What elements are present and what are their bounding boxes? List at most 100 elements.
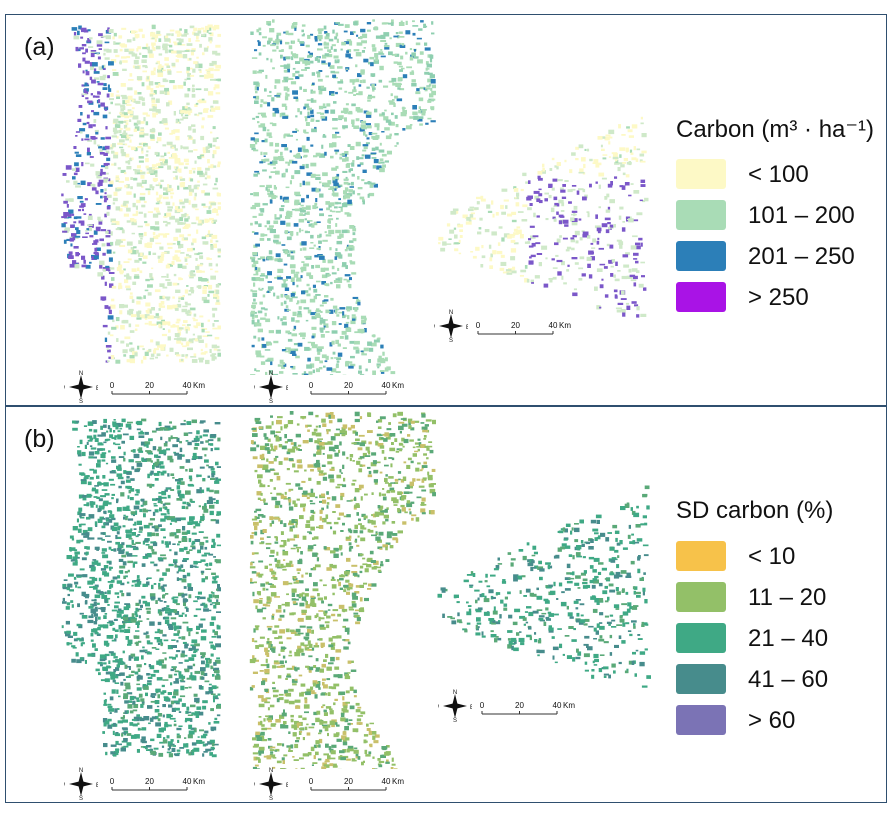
raster-cell <box>144 351 149 356</box>
raster-cell <box>554 242 559 246</box>
raster-cell <box>411 52 416 57</box>
raster-cell <box>138 240 142 245</box>
raster-cell <box>123 304 128 308</box>
raster-cell <box>311 335 315 339</box>
raster-cell <box>108 29 114 33</box>
raster-cell <box>261 287 264 290</box>
raster-cell <box>324 231 327 234</box>
raster-cell <box>544 192 549 195</box>
raster-cell <box>294 27 297 31</box>
raster-cell <box>158 752 164 757</box>
raster-cell <box>313 645 320 648</box>
raster-cell <box>604 294 609 298</box>
raster-cell <box>427 68 430 70</box>
raster-cell <box>79 47 84 50</box>
raster-cell <box>109 671 116 676</box>
raster-cell <box>538 262 542 267</box>
raster-cell <box>178 711 182 713</box>
raster-cell <box>331 321 337 326</box>
raster-cell <box>266 132 272 137</box>
raster-cell <box>570 238 575 243</box>
raster-cell <box>333 48 337 52</box>
raster-cell <box>331 167 337 171</box>
raster-cell <box>255 322 262 327</box>
raster-cell <box>217 587 221 592</box>
raster-cell <box>174 564 178 568</box>
raster-cell <box>375 146 379 151</box>
raster-cell <box>319 208 323 211</box>
raster-cell <box>334 252 341 256</box>
raster-cell <box>78 624 83 629</box>
raster-cell <box>135 205 138 210</box>
raster-cell <box>177 85 184 89</box>
raster-cell <box>351 122 355 127</box>
raster-cell <box>162 584 167 587</box>
raster-cell <box>96 633 101 636</box>
raster-cell <box>147 553 152 558</box>
legend-label: 101 – 200 <box>748 202 855 229</box>
raster-cell <box>529 196 533 199</box>
raster-cell <box>205 663 210 668</box>
raster-cell <box>349 277 352 281</box>
raster-cell <box>310 144 314 147</box>
raster-cell <box>335 131 340 134</box>
raster-cell <box>189 188 194 193</box>
raster-cell <box>152 114 157 118</box>
raster-cell <box>613 153 618 158</box>
raster-cell <box>62 583 67 589</box>
raster-cell <box>119 658 123 662</box>
raster-cell <box>304 66 310 69</box>
raster-cell <box>196 56 199 59</box>
raster-cell <box>216 511 221 516</box>
raster-cell <box>131 107 135 110</box>
raster-cell <box>94 451 100 455</box>
raster-cell <box>324 267 329 271</box>
raster-cell <box>363 58 369 63</box>
raster-cell <box>378 51 384 55</box>
raster-cell <box>80 642 83 647</box>
raster-cell <box>207 319 210 322</box>
raster-cell <box>113 154 119 159</box>
raster-cell <box>640 242 643 247</box>
raster-cell <box>194 727 197 733</box>
raster-cell <box>276 32 282 36</box>
raster-cell <box>260 307 266 310</box>
raster-cell <box>126 359 132 363</box>
raster-cell <box>192 338 196 340</box>
raster-cell <box>208 722 211 725</box>
raster-cell <box>513 232 519 235</box>
raster-cell <box>389 37 392 40</box>
raster-cell <box>122 349 128 354</box>
raster-cell <box>145 544 150 546</box>
raster-cell <box>98 91 101 95</box>
raster-cell <box>279 40 283 45</box>
raster-cell <box>193 353 197 357</box>
raster-cell <box>93 140 97 145</box>
raster-cell <box>169 549 172 552</box>
raster-cell <box>188 126 192 131</box>
raster-cell <box>252 252 258 256</box>
raster-cell <box>99 76 106 81</box>
raster-cell <box>118 285 123 289</box>
raster-cell <box>252 70 257 74</box>
raster-cell <box>191 359 198 363</box>
raster-cell <box>267 281 272 283</box>
raster-cell <box>284 287 290 291</box>
raster-cell <box>310 234 314 239</box>
raster-cell <box>74 581 79 585</box>
raster-cell <box>125 509 131 511</box>
raster-cell <box>160 518 166 522</box>
raster-cell <box>133 246 137 249</box>
raster-cell <box>280 220 286 225</box>
raster-cell <box>383 45 390 48</box>
raster-cell <box>149 485 152 489</box>
raster-cell <box>152 47 156 51</box>
raster-cell <box>309 363 315 368</box>
raster-cell <box>87 481 92 486</box>
raster-cell <box>575 146 579 150</box>
raster-cell <box>330 297 334 301</box>
raster-cell <box>212 327 218 330</box>
raster-cell <box>267 40 271 45</box>
raster-cell <box>616 239 622 242</box>
raster-cell <box>173 673 177 676</box>
